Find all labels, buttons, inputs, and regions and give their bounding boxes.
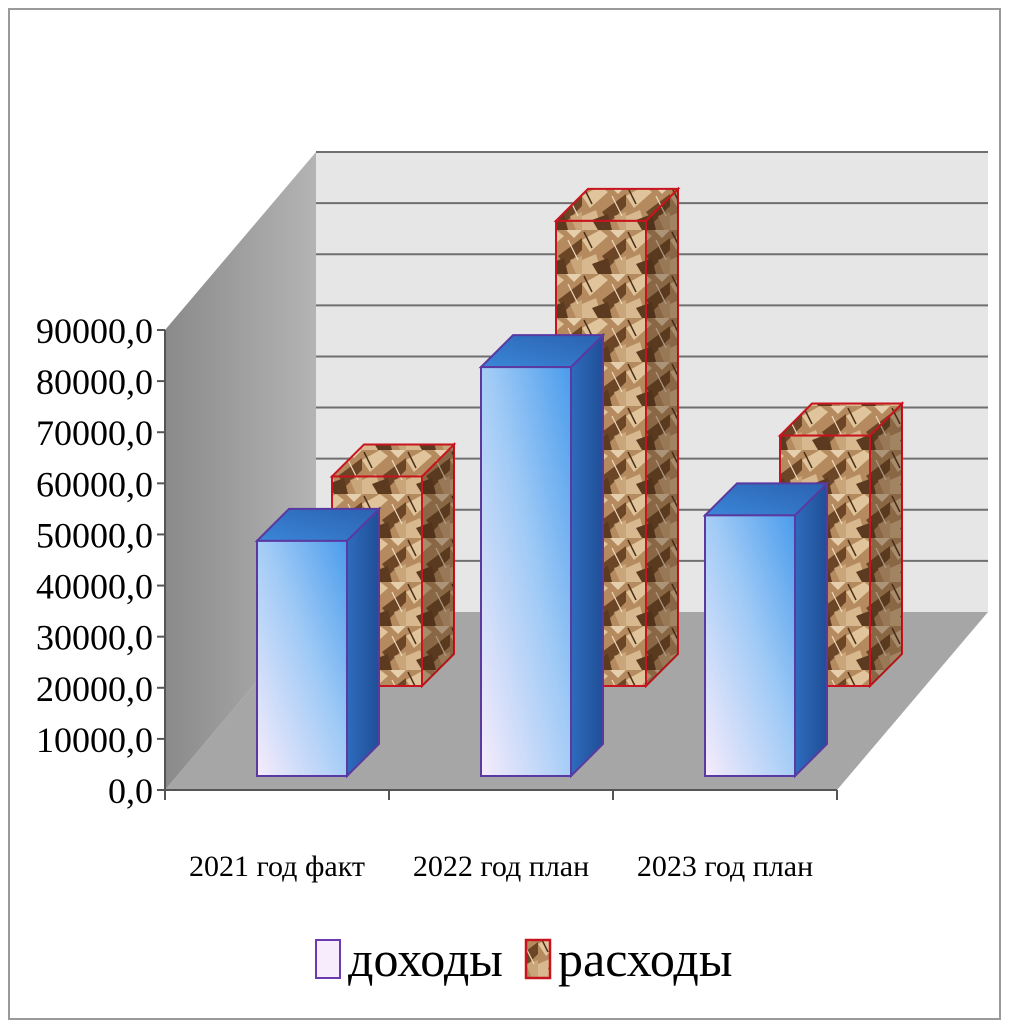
legend-swatch-dohody [315,939,341,979]
legend-label-rashody: расходы [558,931,732,987]
y-tick-label: 20000,0 [36,669,153,709]
bar-dohody-3-side [794,480,828,779]
y-tick-label: 30000,0 [36,618,153,658]
y-tick-label: 60000,0 [36,464,153,504]
y-tick-label: 40000,0 [36,567,153,607]
bar-dohody-1-front [256,539,348,778]
x-tick-label: 2021 год факт [189,850,365,883]
bar-dohody-3-front [704,514,796,777]
bar-chart: 0,0 10000,0 20000,0 30000,0 40000,0 50000,0 60… [36,151,988,987]
legend-swatch-rashody [524,938,552,980]
bar-dohody-2-side [570,332,604,779]
x-tick-label: 2023 год план [637,850,813,883]
bars [254,186,905,779]
y-tick-label: 50000,0 [36,515,153,555]
bar-dohody-2 [478,332,606,779]
bar-dohody-1 [254,506,382,779]
x-tick-label: 2022 год план [413,850,589,883]
y-tick-label: 90000,0 [36,311,153,351]
bar-dohody-2-front [480,366,572,777]
bar-dohody-3 [702,480,830,779]
bar-dohody-1-side [346,506,380,779]
legend-item-dohody: доходы [315,931,503,987]
y-tick-label: 80000,0 [36,362,153,402]
legend: доходы расходы [315,931,732,987]
legend-label-dohody: доходы [348,931,503,987]
chart-frame: 0,0 10000,0 20000,0 30000,0 40000,0 50000,0 60… [8,8,1001,1020]
y-tick-label: 0,0 [108,771,153,811]
bar-rashody-1-side-shade [422,444,454,686]
axes [157,329,838,800]
x-tick-labels: 2021 год факт 2022 год план 2023 год план [189,850,813,883]
y-tick-label: 70000,0 [36,413,153,453]
legend-item-rashody: расходы [524,931,732,987]
bar-rashody-2-side-shade [646,188,678,686]
bar-rashody-3-side-shade [870,403,902,686]
y-tick-label: 10000,0 [36,720,153,760]
y-tick-labels: 0,0 10000,0 20000,0 30000,0 40000,0 50000,0 60… [36,311,153,811]
